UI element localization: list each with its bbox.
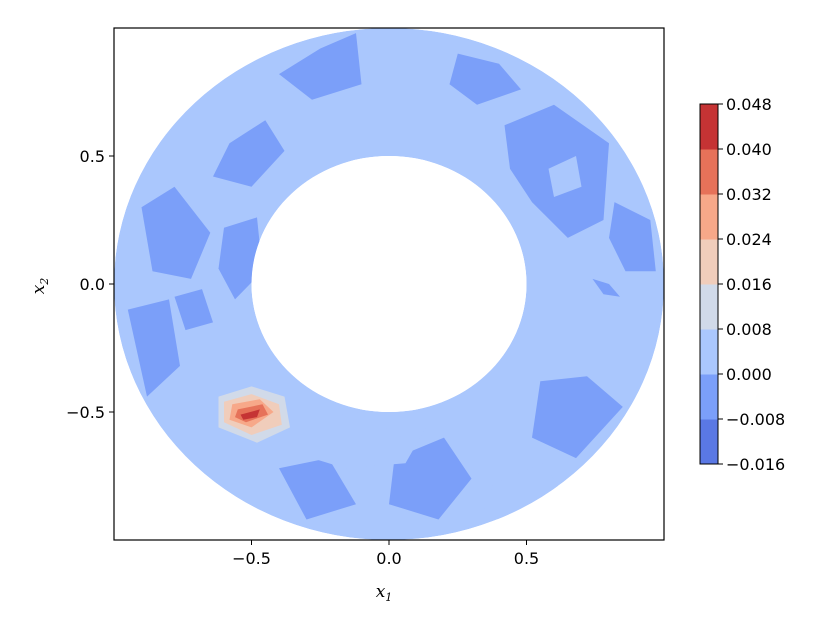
contour-region-10 [532, 376, 623, 459]
y-tick-label: 0.0 [80, 275, 105, 294]
x-axis-label-subscript: 1 [385, 591, 392, 604]
colorbar-tick-label: −0.008 [726, 410, 785, 429]
contour-region-6 [449, 53, 521, 105]
x-axis: −0.5 0.0 0.5 [232, 540, 539, 568]
colorbar: −0.016 −0.008 0.000 0.008 0.016 0.024 0.032 0.0… [699, 95, 785, 474]
colorbar-tick-label: 0.032 [726, 185, 772, 204]
colorbar-band [700, 374, 718, 420]
y-axis-label-subscript: 2 [38, 278, 51, 286]
x-tick-label: 0.5 [514, 549, 539, 568]
contour-region-2 [218, 217, 263, 300]
colorbar-band [700, 329, 718, 375]
contour-region-3 [174, 289, 213, 331]
y-axis-label: x2 [29, 278, 51, 295]
colorbar-band [700, 194, 718, 240]
plot-area [113, 27, 665, 541]
contour-region-9 [592, 278, 620, 297]
colorbar-tick-label: 0.016 [726, 275, 772, 294]
contour-region-1 [141, 186, 211, 279]
colorbar-tick-label: 0.008 [726, 320, 772, 339]
x-tick-label: 0.0 [376, 549, 401, 568]
contour-region-8 [609, 202, 656, 272]
colorbar-band [700, 104, 718, 150]
colorbar-tick-label: 0.000 [726, 365, 772, 384]
colorbar-band [700, 149, 718, 195]
y-tick-label: −0.5 [66, 403, 105, 422]
colorbar-tick-label: 0.040 [726, 140, 772, 159]
y-axis: −0.5 0.0 0.5 [66, 147, 114, 422]
colorbar-tick-label: 0.048 [726, 95, 772, 114]
contour-region-12 [279, 458, 356, 520]
y-tick-label: 0.5 [80, 147, 105, 166]
colorbar-tick-label: 0.024 [726, 230, 772, 249]
contour-region-14 [295, 412, 428, 469]
colorbar-band [700, 239, 718, 285]
colorbar-band [700, 284, 718, 330]
contour-region-13 [548, 156, 582, 197]
x-tick-label: −0.5 [232, 549, 271, 568]
x-axis-label: x1 [376, 582, 393, 604]
contour-region-11 [389, 437, 472, 520]
contour-region-0 [213, 120, 285, 187]
colorbar-tick-label: −0.016 [726, 455, 785, 474]
contour-region-5 [279, 33, 362, 100]
colorbar-band [700, 419, 718, 465]
contour-field [114, 28, 664, 540]
contour-region-20 [240, 409, 260, 420]
contour-region-4 [127, 299, 180, 397]
